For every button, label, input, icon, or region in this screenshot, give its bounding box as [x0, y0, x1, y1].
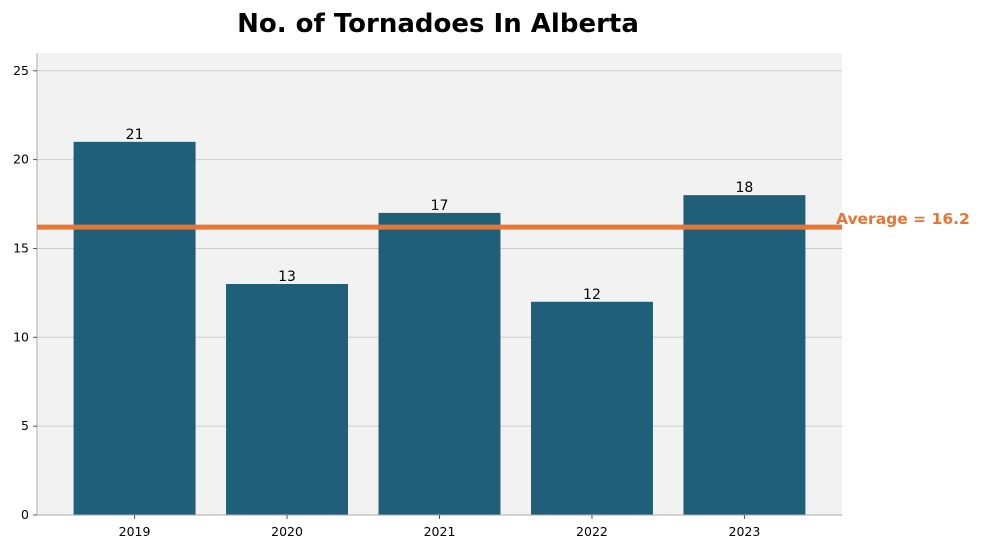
x-tick-labels: 2019 2020 2021 2022 2023 — [119, 515, 761, 539]
bar-value-label: 18 — [736, 180, 754, 196]
y-tick-label: 15 — [13, 240, 29, 255]
x-tick-label: 2021 — [424, 524, 456, 539]
bar-value-label: 21 — [126, 127, 144, 143]
bar — [683, 195, 806, 515]
bar-value-labels: 21 13 17 12 18 — [126, 127, 754, 303]
y-tick-label: 20 — [13, 152, 29, 167]
bars — [73, 141, 806, 515]
x-tick-label: 2022 — [576, 524, 608, 539]
y-tick-labels: 0 5 10 15 20 25 — [13, 63, 37, 522]
y-tick-label: 0 — [21, 507, 29, 522]
chart-title: No. of Tornadoes In Alberta — [237, 9, 639, 39]
average-label: Average = 16.2 — [836, 210, 970, 228]
y-tick-label: 10 — [13, 329, 29, 344]
x-tick-label: 2019 — [119, 524, 151, 539]
bar — [73, 141, 196, 515]
bar-value-label: 13 — [278, 269, 296, 285]
y-tick-label: 25 — [13, 63, 29, 78]
bar — [378, 212, 501, 515]
bar-value-label: 17 — [431, 198, 449, 214]
y-tick-label: 5 — [21, 418, 29, 433]
bar-value-label: 12 — [583, 287, 601, 303]
bar — [530, 301, 653, 515]
x-tick-label: 2020 — [271, 524, 303, 539]
x-tick-label: 2023 — [729, 524, 761, 539]
bar — [226, 284, 349, 515]
